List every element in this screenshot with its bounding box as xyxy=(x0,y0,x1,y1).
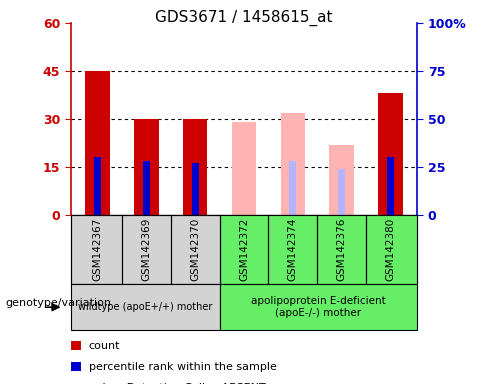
Text: value, Detection Call = ABSENT: value, Detection Call = ABSENT xyxy=(89,383,265,384)
Bar xyxy=(183,119,207,215)
Text: GSM142369: GSM142369 xyxy=(142,218,151,281)
Bar xyxy=(338,169,346,215)
Bar xyxy=(134,119,159,215)
Bar xyxy=(378,93,403,215)
Text: percentile rank within the sample: percentile rank within the sample xyxy=(89,362,277,372)
Bar xyxy=(289,161,297,215)
Text: wildtype (apoE+/+) mother: wildtype (apoE+/+) mother xyxy=(78,302,212,312)
Text: GSM142370: GSM142370 xyxy=(190,218,200,281)
Text: genotype/variation: genotype/variation xyxy=(5,298,111,308)
Bar xyxy=(192,163,199,215)
Bar xyxy=(281,113,305,215)
Bar xyxy=(387,157,394,215)
Bar xyxy=(143,161,150,215)
Bar xyxy=(94,157,102,215)
Text: count: count xyxy=(89,341,121,351)
Text: GSM142380: GSM142380 xyxy=(386,218,395,281)
Bar xyxy=(329,145,354,215)
Text: GSM142376: GSM142376 xyxy=(337,218,346,281)
Text: GSM142374: GSM142374 xyxy=(288,218,298,281)
Text: GSM142367: GSM142367 xyxy=(93,218,102,281)
Text: GDS3671 / 1458615_at: GDS3671 / 1458615_at xyxy=(155,10,333,26)
Bar xyxy=(232,122,256,215)
Text: GSM142372: GSM142372 xyxy=(239,218,249,281)
Bar xyxy=(85,71,110,215)
Text: apolipoprotein E-deficient
(apoE-/-) mother: apolipoprotein E-deficient (apoE-/-) mot… xyxy=(251,296,386,318)
Bar xyxy=(289,161,297,215)
